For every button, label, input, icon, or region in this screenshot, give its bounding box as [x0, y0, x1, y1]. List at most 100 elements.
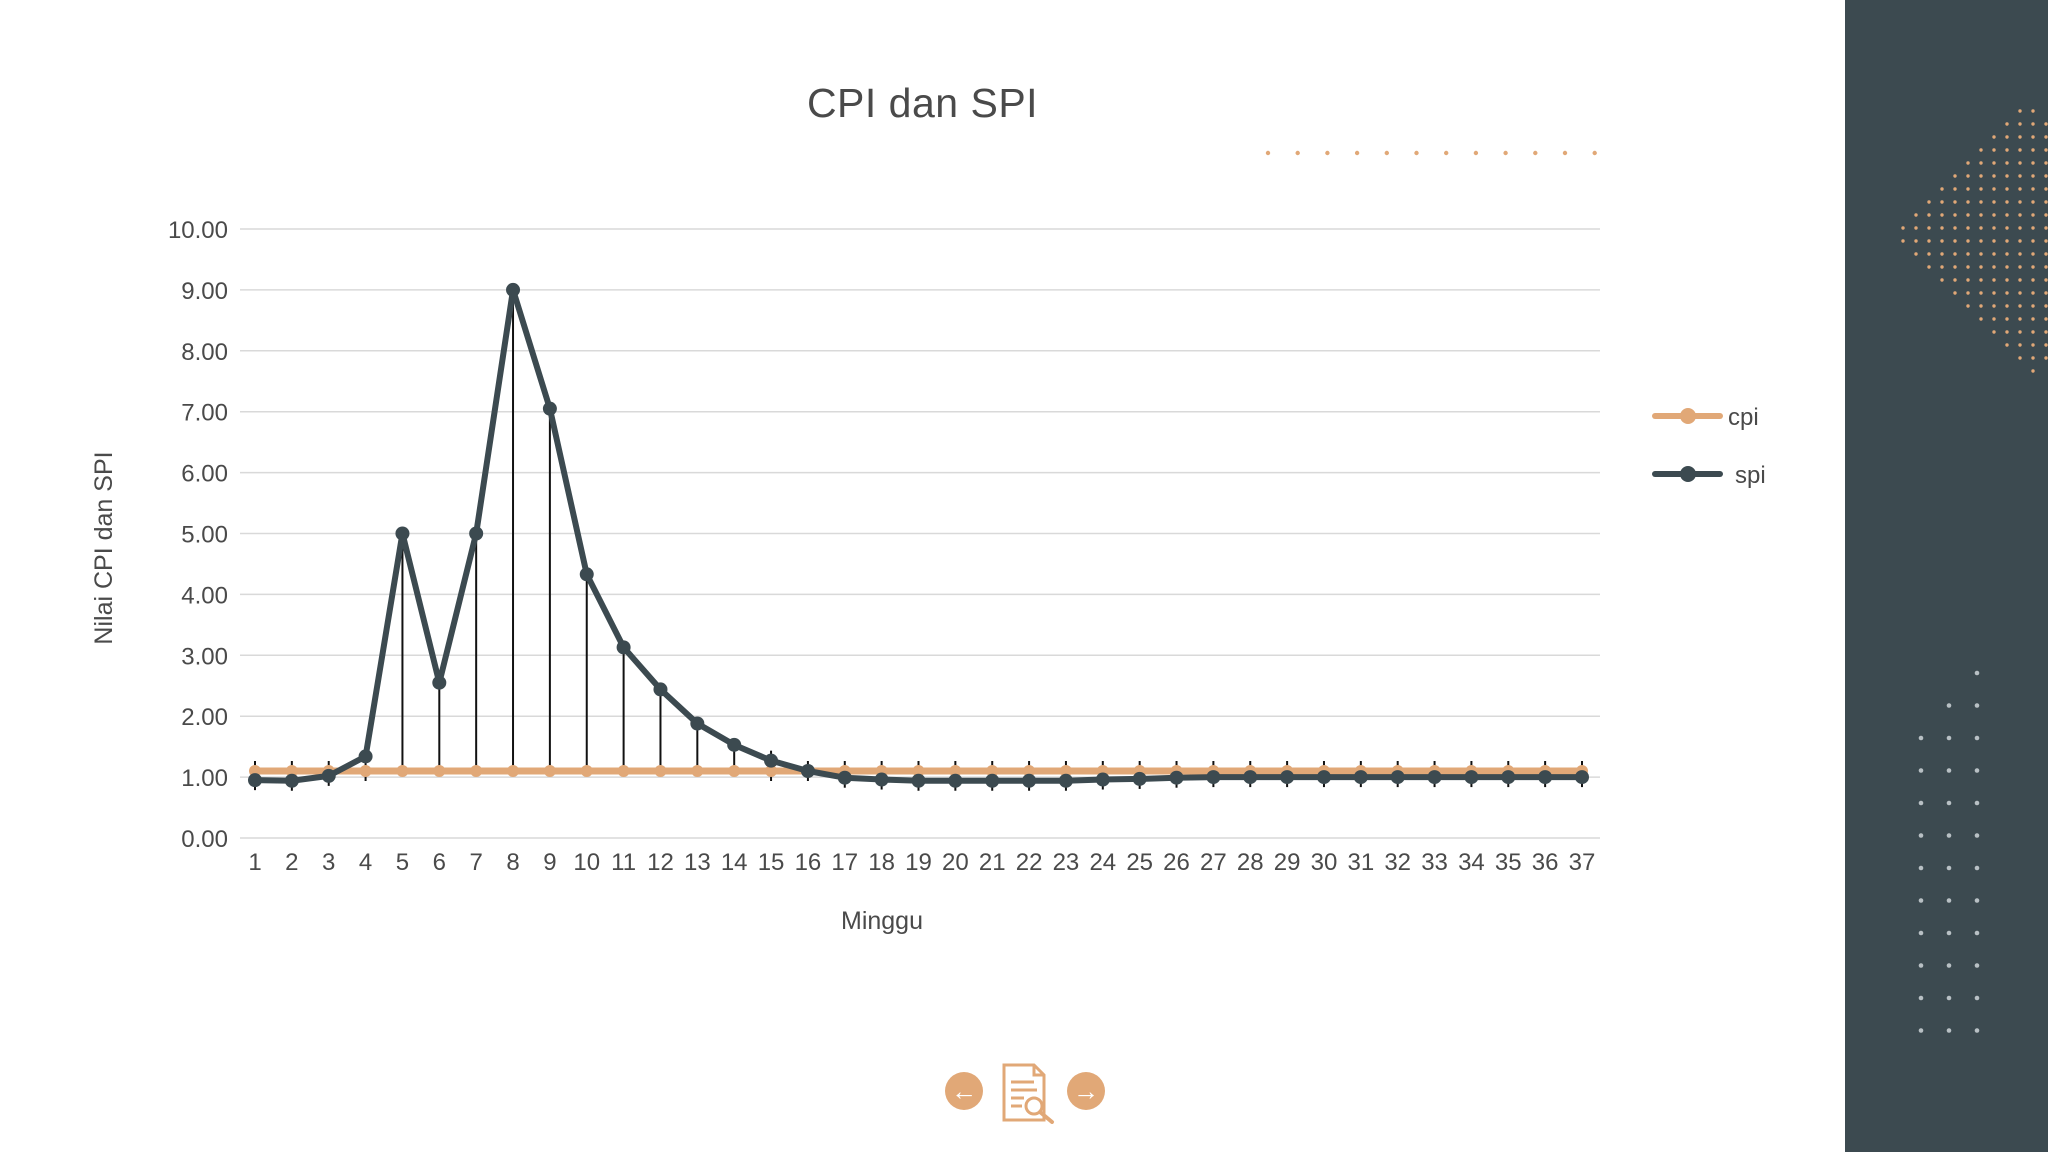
- data-point-cpi: [470, 765, 483, 778]
- data-point-spi: [1095, 772, 1110, 787]
- panel-dot-grey: [1974, 768, 1980, 773]
- panel-dot: [1953, 252, 1957, 256]
- series-layer: [248, 282, 1589, 788]
- x-tick-label: 4: [359, 849, 372, 876]
- panel-dot: [2044, 200, 2048, 204]
- panel-dot-grey: [1974, 1028, 1980, 1033]
- y-tick-label: 9.00: [181, 278, 228, 305]
- next-button[interactable]: →: [1067, 1072, 1105, 1110]
- data-point-spi: [764, 753, 779, 768]
- data-point-spi: [985, 773, 1000, 788]
- panel-dot: [1979, 187, 1983, 191]
- x-tick-label: 15: [758, 849, 785, 876]
- y-tick-label: 8.00: [181, 339, 228, 366]
- x-tick-label: 9: [543, 849, 556, 876]
- legend-item-cpi[interactable]: cpi: [1652, 404, 1759, 431]
- data-point-cpi: [359, 765, 372, 778]
- document-search-icon[interactable]: [1000, 1062, 1060, 1124]
- y-tick-label: 6.00: [181, 461, 228, 488]
- panel-dot: [1992, 330, 1996, 334]
- data-point-cpi: [1023, 765, 1036, 778]
- panel-dot: [2018, 226, 2022, 230]
- x-tick-label: 31: [1347, 849, 1374, 876]
- panel-dot: [2031, 161, 2035, 165]
- y-tick-label: 5.00: [181, 522, 228, 549]
- panel-dot: [2031, 291, 2035, 295]
- panel-dot: [1979, 174, 1983, 178]
- panel-dot: [2044, 213, 2048, 217]
- x-tick-label: 25: [1126, 849, 1153, 876]
- x-tick-label: 2: [285, 849, 298, 876]
- legend-item-spi[interactable]: spi: [1652, 462, 1766, 489]
- panel-dot: [1914, 226, 1918, 230]
- panel-dot: [1953, 226, 1957, 230]
- panel-dot: [1953, 239, 1957, 243]
- panel-dot: [1953, 200, 1957, 204]
- decorative-dot: [1354, 150, 1360, 156]
- y-tick-label: 1.00: [181, 765, 228, 792]
- panel-dot: [1914, 252, 1918, 256]
- panel-dot: [1992, 161, 1996, 165]
- panel-dot: [1979, 213, 1983, 217]
- panel-dot: [1966, 161, 1970, 165]
- panel-dot-grey: [1974, 995, 1980, 1001]
- panel-dot: [2005, 187, 2009, 191]
- panel-dot-grey: [1974, 800, 1980, 806]
- panel-dot-grey: [1946, 768, 1952, 773]
- data-point-spi: [690, 716, 705, 731]
- x-tick-label: 33: [1421, 849, 1448, 876]
- x-tick-label: 28: [1237, 849, 1264, 876]
- previous-button[interactable]: ←: [945, 1072, 983, 1110]
- data-point-spi: [653, 682, 668, 697]
- panel-dot: [1940, 187, 1944, 191]
- panel-dot: [1940, 200, 1944, 204]
- panel-dot: [2031, 122, 2035, 126]
- panel-dot: [1979, 148, 1983, 152]
- panel-dot: [1940, 252, 1944, 256]
- panel-dot: [2031, 265, 2035, 269]
- legend[interactable]: cpi spi: [1652, 404, 1766, 489]
- panel-dot: [1992, 226, 1996, 230]
- data-point-spi: [1132, 771, 1147, 786]
- y-tick-label: 10.00: [168, 217, 228, 244]
- panel-dot: [1940, 226, 1944, 230]
- panel-dot: [1966, 304, 1970, 308]
- panel-dot-grey: [1946, 703, 1952, 708]
- panel-dot: [2031, 148, 2035, 152]
- panel-dot: [1992, 317, 1996, 321]
- panel-dot: [1992, 278, 1996, 282]
- panel-dot: [2031, 278, 2035, 282]
- panel-dot-grey: [1946, 800, 1952, 806]
- panel-dot: [2018, 356, 2022, 360]
- panel-dot: [2044, 252, 2048, 256]
- panel-dot: [2005, 226, 2009, 230]
- panel-dot: [1979, 317, 1983, 321]
- x-tick-label: 30: [1311, 849, 1338, 876]
- decorative-dot: [1325, 150, 1330, 156]
- gridlines: [240, 228, 1600, 839]
- x-tick-label: 17: [831, 849, 858, 876]
- x-tick-label: 14: [721, 849, 748, 876]
- x-tick-label: 19: [905, 849, 932, 876]
- panel-dot: [2018, 343, 2022, 347]
- panel-dot: [1927, 200, 1931, 204]
- data-point-spi: [800, 764, 815, 779]
- panel-dot: [2044, 278, 2048, 282]
- data-point-cpi: [396, 765, 409, 778]
- panel-dot: [2018, 213, 2022, 217]
- data-point-spi: [1316, 770, 1331, 785]
- panel-dot: [2005, 148, 2009, 152]
- data-point-spi: [395, 526, 410, 541]
- panel-dot: [1940, 265, 1944, 269]
- x-tick-label: 11: [611, 849, 636, 876]
- panel-dot: [2005, 200, 2009, 204]
- panel-dot-grey: [1946, 995, 1952, 1001]
- panel-dot-grey: [1974, 735, 1980, 741]
- panel-dot: [1966, 213, 1970, 217]
- panel-dot: [1966, 187, 1970, 191]
- data-point-spi: [1427, 770, 1442, 785]
- panel-dot: [2018, 148, 2022, 152]
- panel-dot-grey: [1918, 898, 1924, 903]
- x-tick-label: 1: [248, 849, 261, 876]
- panel-dot: [1979, 278, 1983, 282]
